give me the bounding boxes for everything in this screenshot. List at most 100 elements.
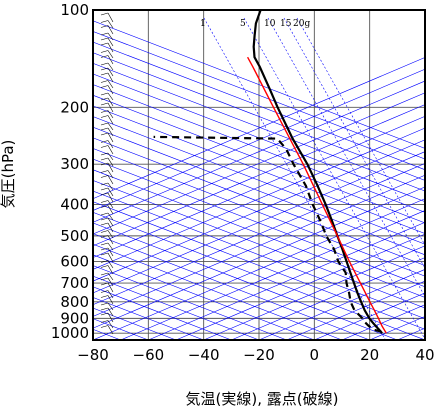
wind-barb-staff [107, 62, 114, 71]
wind-barb-staff [107, 97, 114, 107]
wind-barb-flag [100, 312, 109, 316]
dry-adiabat-line [93, 84, 425, 213]
wind-barb-staff [107, 272, 114, 281]
isotherm-line [93, 174, 425, 317]
mixing-ratio-line [283, 17, 425, 269]
isotherm-line [93, 139, 425, 282]
wind-barb-flag [100, 187, 109, 191]
wind-barb-flag [100, 182, 109, 186]
wind-barb-staff [107, 205, 114, 215]
wind-barb-flag [100, 325, 109, 328]
wind-barb-flag [100, 272, 109, 276]
dry-adiabat-line [93, 265, 287, 340]
dry-adiabat-line [93, 190, 425, 320]
wind-barb-staff [107, 175, 114, 185]
wind-barb-staff [107, 302, 114, 311]
wind-barb-staff [107, 37, 114, 47]
wind-barb-staff [107, 295, 114, 305]
isotherm-line [424, 339, 425, 340]
wind-barb-flag [100, 162, 109, 166]
wind-barb-staff [107, 170, 114, 179]
wind-barb-flag [100, 320, 109, 323]
wind-barb-staff [107, 265, 114, 275]
wind-barb-staff [107, 320, 114, 329]
wind-barb-flag [100, 295, 109, 298]
wind-barb-flag [100, 92, 109, 96]
wind-barb-staff [107, 152, 114, 161]
wind-barb-staff [107, 85, 114, 95]
wind-barb-flag [100, 140, 109, 143]
dry-adiabat-line [93, 52, 425, 181]
isotherm-line [93, 80, 425, 223]
y-tick-label: 200 [60, 98, 89, 116]
y-tick-label: 500 [60, 227, 89, 245]
wind-barb-staff [107, 290, 114, 299]
wind-barb-flag [100, 247, 109, 251]
wind-barb-staff [107, 252, 114, 263]
wind-barb-staff [107, 50, 114, 59]
isotherm-line [93, 57, 425, 200]
isotherm-line [93, 127, 425, 270]
dry-adiabat-line [93, 73, 425, 202]
wind-barb-flag [100, 25, 109, 28]
wind-barb-flag [100, 152, 109, 156]
wind-barb-flag [100, 205, 109, 208]
wind-barb-staff [107, 230, 114, 239]
wind-barb-staff [107, 110, 114, 119]
mixing-ratio-line [243, 17, 425, 340]
wind-barb-flag [100, 252, 109, 256]
wind-barb-flag [100, 212, 109, 216]
mixing-ratio-line [267, 17, 425, 298]
wind-barb-flag [100, 37, 109, 41]
isotherm-line [93, 198, 425, 340]
x-axis-title: 気温(実線), 露点(破線) [186, 390, 339, 408]
mixing-ratio-label: 20g [293, 19, 310, 29]
wind-barbs [100, 12, 114, 335]
mixing-ratio-line [296, 17, 425, 246]
wind-barb-flag [100, 80, 109, 83]
isotherm-line [93, 115, 425, 258]
wind-barb-flag [100, 72, 109, 76]
wind-barb-staff [107, 25, 114, 35]
wind-barb-staff [107, 200, 114, 209]
wind-barb-staff [107, 157, 114, 167]
wind-barb-flag [100, 242, 109, 246]
wind-barb-staff [107, 32, 114, 41]
isotherm-line [93, 68, 425, 211]
x-tick-label: −20 [243, 346, 275, 364]
isotherm-line [231, 257, 425, 340]
parcel-profile-line [246, 56, 387, 334]
isotherm-line [93, 163, 425, 306]
wind-barb-staff [107, 72, 114, 83]
wind-barb-flag [100, 122, 109, 126]
wind-barb-flag [100, 102, 109, 106]
wind-barb-flag [100, 222, 109, 226]
x-tick-label: −40 [188, 346, 220, 364]
wind-barb-flag [100, 282, 109, 286]
dry-adiabat-line [93, 222, 398, 340]
isotherm-line [258, 269, 425, 340]
y-tick-label: 300 [60, 155, 89, 173]
wind-barb-staff [107, 260, 114, 269]
dry-adiabat-line [93, 169, 425, 298]
wind-barb-staff [107, 212, 114, 221]
wind-barb-flag [100, 145, 109, 148]
dry-adiabat-line [93, 254, 315, 340]
wind-barb-flag [100, 55, 109, 58]
dry-adiabat-line [93, 243, 343, 340]
wind-barb-flag [100, 170, 109, 173]
wind-barb-flag [100, 50, 109, 53]
wind-barb-staff [107, 222, 114, 233]
y-tick-label: 1000 [51, 324, 89, 342]
dry-adiabat-line [93, 286, 232, 340]
dry-adiabat-line [93, 148, 425, 277]
wind-barb-staff [107, 127, 114, 137]
wind-barb-staff [107, 122, 114, 131]
wind-barb-staff [107, 307, 114, 317]
wind-barb-staff [107, 247, 114, 257]
y-tick-label: 600 [60, 252, 89, 270]
wind-barb-staff [107, 182, 114, 191]
wind-barb-flag [100, 230, 109, 233]
y-tick-label: 700 [60, 274, 89, 292]
